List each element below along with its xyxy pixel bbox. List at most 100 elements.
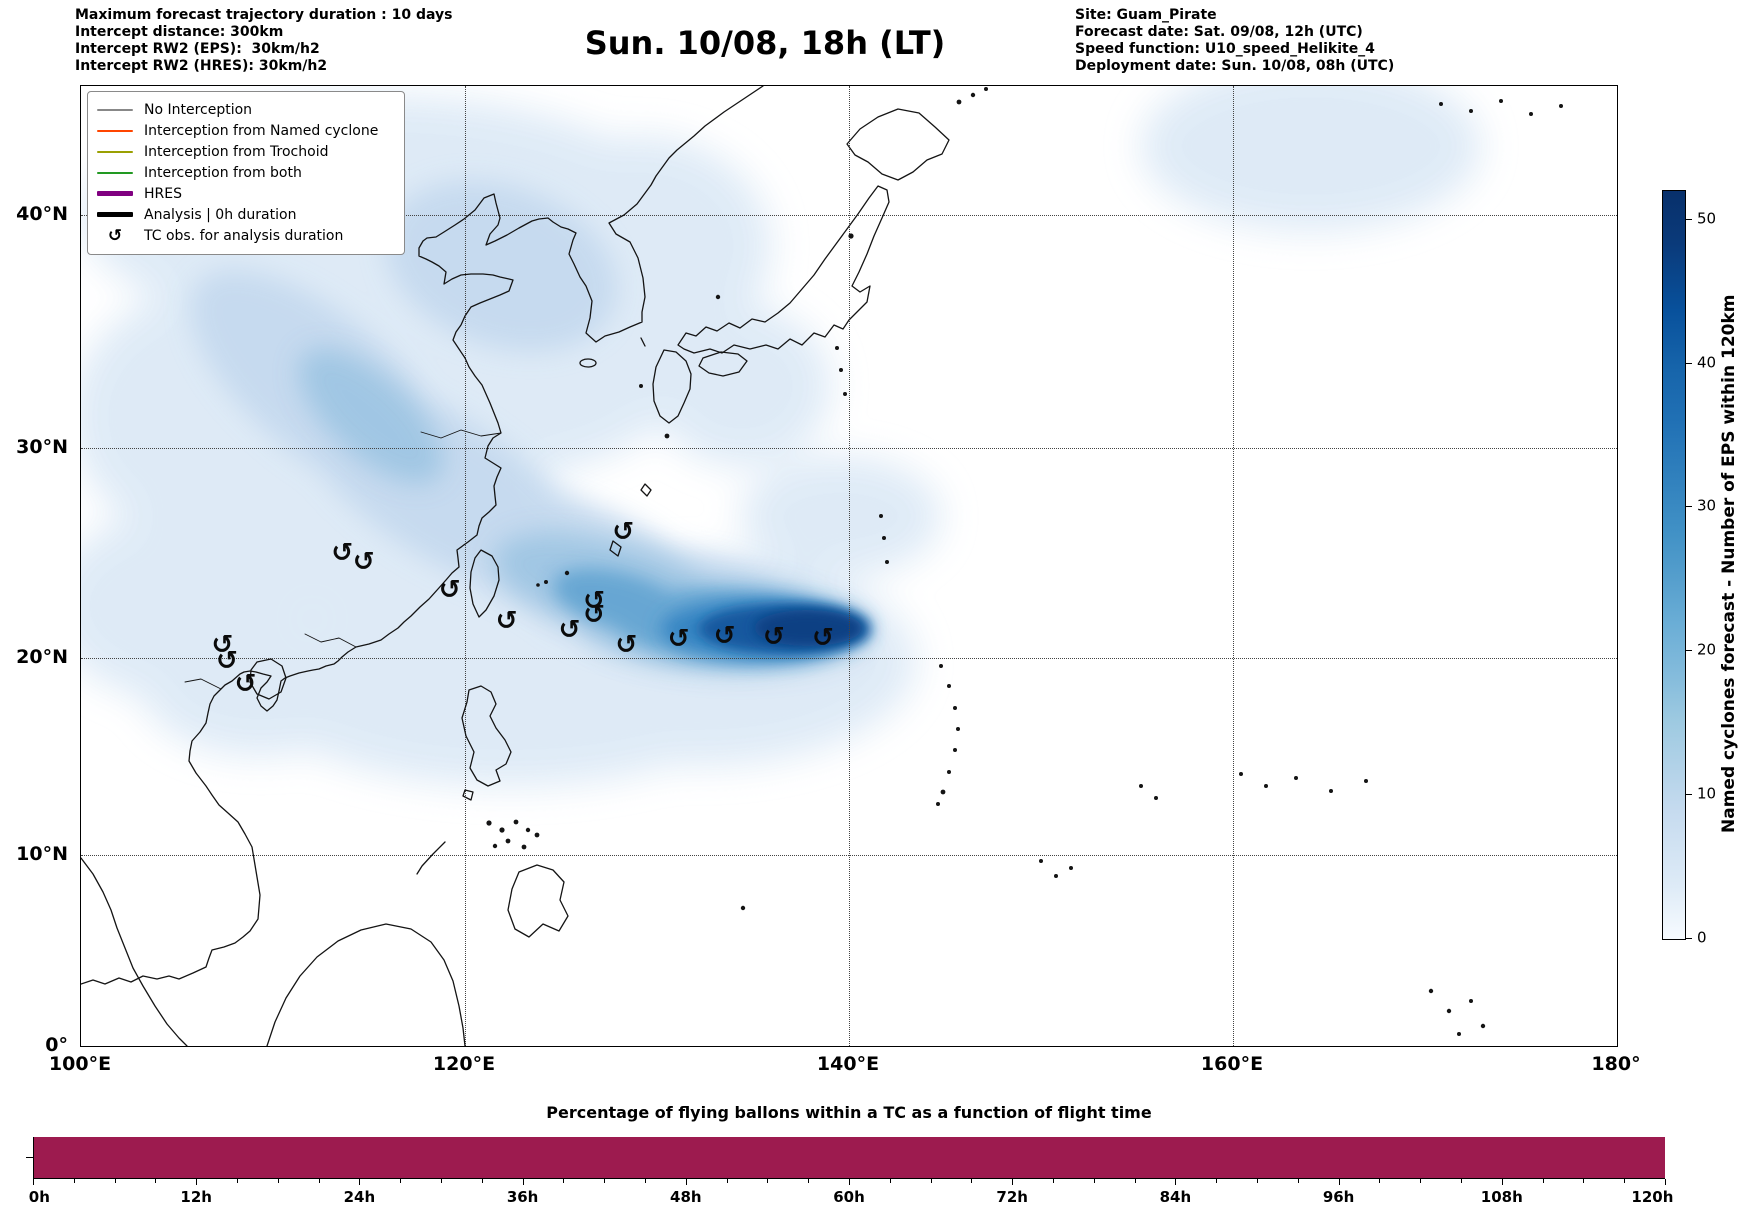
flight-major-tick [1665,1179,1666,1185]
legend-line [97,171,133,174]
flight-minor-tick [726,1179,728,1183]
tc-observation-symbol: ↺ [495,605,518,636]
tc-observation-symbol: ↺ [211,629,234,660]
flight-minor-tick [1257,1179,1258,1183]
colorbar-label: Named cyclones forecast - Number of EPS … [1719,294,1739,834]
flight-chart-x-ticks: 0h 12h 24h 36h 48h 60h 72h 84h 96h 108h 120h [29,1179,1673,1209]
legend-item-label: Analysis | 0h duration [144,206,297,223]
tc-observation-symbol: ↺ [558,615,581,646]
flight-tick-label: 36h [506,1188,539,1206]
legend-line-swatch [97,150,133,153]
flight-minor-tick [1461,1179,1462,1183]
legend-item-label: No Interception [144,101,253,118]
flight-minor-tick [930,1179,932,1183]
forecast-parameters-text: Maximum forecast trajectory duration : 1… [75,7,453,74]
tc-observation-symbol: ↺ [216,645,238,676]
legend-line [97,129,133,132]
flight-minor-tick [1134,1179,1136,1183]
page-title: Sun. 10/08, 18h (LT) [584,24,946,62]
longitude-gridline [465,86,466,1046]
flight-minor-tick [808,1179,810,1183]
site-info-text: Site: Guam_Pirate Forecast date: Sat. 09… [1075,7,1395,74]
flight-major-tick [1338,1179,1340,1185]
flight-minor-tick [604,1179,606,1183]
legend-item-label: Interception from Named cyclone [144,122,379,139]
flight-minor-tick [1583,1179,1585,1183]
flight-minor-tick [114,1179,116,1183]
tc-observation-symbol: ↺ [615,629,638,660]
flight-chart-title: Percentage of flying ballons within a TC… [546,1103,1152,1122]
flight-tick-label: 0h [28,1188,50,1206]
flight-minor-tick [277,1179,279,1183]
flight-minor-tick [1624,1179,1626,1183]
colorbar-tick-mark [1685,794,1692,796]
colorbar-tick-mark [1685,362,1692,364]
tc-observation-symbol: ↺ [583,586,605,617]
colorbar-tick-mark [1685,650,1692,652]
colorbar-tick-label: 50 [1697,209,1717,228]
legend-item: Interception from Trochoid [97,141,392,162]
tc-observation-symbol: ↺ [667,623,690,654]
longitude-tick-label: 120°E [432,1053,496,1075]
legend-line-swatch [97,191,133,196]
colorbar [1662,190,1686,940]
legend-item: Analysis | 0h duration [97,204,392,225]
map-legend: No Interception Interception from Named c… [87,91,405,255]
tc-observation-symbol: ↺ [331,538,354,569]
longitude-gridline [1233,86,1234,1046]
tc-observation-symbol: ↺ [713,620,736,651]
tc-observation-symbol: ↺ [811,622,834,653]
legend-line-swatch [97,171,133,174]
island-dots [486,87,1563,1036]
flight-tick-label: 120h [1631,1188,1674,1206]
tc-observation-symbol: ↺ [762,621,785,652]
colorbar-tick-label: 20 [1697,640,1717,659]
flight-tick-label: 48h [670,1188,702,1206]
flight-minor-tick [73,1179,75,1183]
legend-line-swatch [97,129,133,132]
legend-item-label: TC obs. for analysis duration [144,227,344,244]
legend-line-swatch [97,212,133,217]
flight-minor-tick [400,1179,402,1183]
legend-item: Interception from Named cyclone [97,120,392,141]
flight-minor-tick [318,1179,320,1183]
legend-item-label: HRES [144,185,182,202]
colorbar-tick-mark [1685,218,1692,220]
flight-tick-label: 84h [1159,1188,1192,1206]
tc-observation-symbol: ↺ [583,599,605,630]
flight-minor-tick [1053,1179,1054,1183]
legend-item: HRES [97,183,392,204]
longitude-gridline [849,86,850,1046]
flight-minor-tick [1420,1179,1422,1183]
latitude-tick-label: 0° [45,1034,68,1056]
flight-minor-tick [889,1179,891,1183]
tc-observation-symbol: ↺ [612,517,635,548]
longitude-tick-label: 180° [1591,1053,1641,1075]
flight-minor-tick [1297,1179,1299,1183]
flight-minor-tick [1542,1179,1544,1183]
legend-line [97,191,133,196]
flight-tick-label: 108h [1480,1188,1523,1206]
flight-major-tick [522,1179,524,1185]
colorbar-ticks: 0 10 20 30 40 50 [1685,190,1745,947]
cyclone-symbol-icon: ↺ [107,225,123,246]
flight-tick-label: 96h [1322,1188,1355,1206]
flight-chart-y-tick [26,1157,33,1158]
flight-tick-label: 24h [343,1188,376,1206]
longitude-tick-label: 100°E [48,1053,112,1075]
legend-item: ↺ TC obs. for analysis duration [97,225,392,246]
colorbar-tick-label: 0 [1697,928,1707,947]
flight-chart-x-axis [33,1178,1665,1179]
longitude-tick-label: 140°E [816,1053,880,1075]
flight-major-tick [33,1179,34,1185]
longitude-tick-label: 160°E [1200,1053,1264,1075]
latitude-tick-label: 20°N [16,646,68,669]
colorbar-tick-label: 10 [1697,784,1717,803]
flight-major-tick [1501,1179,1503,1185]
tc-observation-symbol: ↺ [352,547,375,578]
flight-minor-tick [155,1179,157,1183]
coastline-layer [81,86,1563,1046]
latitude-tick-label: 40°N [16,202,68,225]
tc-observation-symbol: ↺ [234,668,257,699]
